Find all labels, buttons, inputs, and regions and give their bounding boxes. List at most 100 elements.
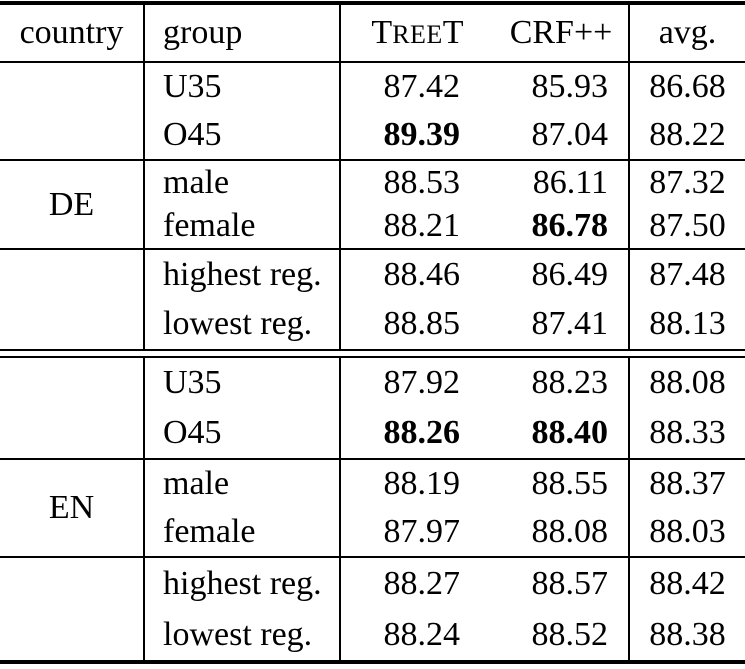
avg-value: 86.68 bbox=[649, 68, 726, 105]
cell-avg: 88.22 bbox=[628, 111, 745, 159]
group-label: female bbox=[163, 207, 256, 245]
cell-crf: 88.40 bbox=[494, 408, 628, 458]
country-label: EN bbox=[48, 489, 95, 526]
cell-crf: 88.08 bbox=[494, 508, 628, 556]
cell-avg: 86.68 bbox=[628, 63, 745, 111]
cell-treet: 87.97 bbox=[341, 508, 494, 556]
crf-value: 85.93 bbox=[531, 68, 609, 105]
header-country: country bbox=[0, 5, 145, 61]
double-rule-bottom bbox=[0, 356, 745, 358]
country-cell-de: DE bbox=[0, 161, 145, 248]
avg-value: 87.32 bbox=[649, 163, 726, 201]
avg-value: 88.03 bbox=[649, 513, 726, 550]
header-treet: TREET bbox=[341, 5, 494, 61]
treet-value: 88.27 bbox=[383, 564, 461, 602]
cell-treet: 88.46 bbox=[341, 250, 494, 300]
avg-value: 88.37 bbox=[649, 465, 726, 502]
country-cell-empty bbox=[0, 250, 145, 349]
cell-group: male bbox=[145, 161, 341, 205]
cell-group: female bbox=[145, 204, 341, 248]
cell-avg: 88.13 bbox=[628, 299, 745, 349]
cell-crf: 85.93 bbox=[494, 63, 628, 111]
mid-rule bbox=[0, 556, 745, 558]
cell-treet: 88.24 bbox=[341, 609, 494, 660]
header-avg-label: avg. bbox=[658, 14, 717, 51]
cell-avg: 87.50 bbox=[628, 204, 745, 248]
cell-crf: 86.78 bbox=[494, 205, 628, 249]
cell-treet: 88.53 bbox=[341, 161, 494, 205]
cell-treet: 88.26 bbox=[341, 408, 494, 458]
cell-group: U35 bbox=[145, 358, 341, 408]
avg-value: 88.22 bbox=[649, 116, 726, 153]
group-label: lowest reg. bbox=[163, 305, 313, 343]
crf-value: 87.04 bbox=[531, 116, 609, 153]
cell-group: lowest reg. bbox=[145, 609, 341, 660]
mid-rule bbox=[0, 458, 745, 460]
crf-value: 86.49 bbox=[531, 255, 609, 293]
group-label: female bbox=[163, 513, 256, 550]
header-crf: CRF++ bbox=[494, 5, 628, 61]
header-rule bbox=[0, 61, 745, 63]
cell-treet: 87.42 bbox=[341, 63, 494, 111]
header-country-label: country bbox=[19, 14, 124, 51]
treet-value: 87.97 bbox=[383, 513, 461, 550]
cell-avg: 88.33 bbox=[628, 408, 745, 458]
avg-value: 87.50 bbox=[649, 207, 726, 245]
avg-value: 88.08 bbox=[649, 364, 726, 401]
cell-group: male bbox=[145, 460, 341, 508]
country-cell-empty bbox=[0, 358, 145, 458]
table-header-row: country group TREET CRF++ avg. bbox=[0, 5, 745, 61]
cell-treet: 89.39 bbox=[341, 111, 494, 159]
crf-value: 88.23 bbox=[531, 364, 609, 401]
treet-value: 89.39 bbox=[383, 116, 461, 153]
table-block-de-age: U35 87.42 85.93 86.68 O45 89.39 87.04 88… bbox=[0, 63, 745, 159]
cell-treet: 88.27 bbox=[341, 558, 494, 609]
cell-treet: 88.21 bbox=[341, 205, 494, 249]
cell-crf: 88.55 bbox=[494, 460, 628, 508]
cell-group: lowest reg. bbox=[145, 299, 341, 349]
cell-crf: 87.04 bbox=[494, 111, 628, 159]
crf-value: 88.55 bbox=[531, 465, 609, 502]
mid-rule bbox=[0, 248, 745, 250]
cell-crf: 88.23 bbox=[494, 358, 628, 408]
treet-value: 87.42 bbox=[383, 68, 461, 105]
cell-avg: 87.48 bbox=[628, 250, 745, 300]
group-label: highest reg. bbox=[163, 564, 322, 602]
table-block-de-gender: DE male 88.53 86.11 87.32 female 88.21 8… bbox=[0, 161, 745, 248]
group-label: highest reg. bbox=[163, 255, 322, 293]
cell-crf: 88.52 bbox=[494, 609, 628, 660]
country-cell-en: EN bbox=[0, 460, 145, 556]
cell-crf: 86.49 bbox=[494, 250, 628, 300]
country-cell-empty bbox=[0, 558, 145, 660]
crf-value: 86.78 bbox=[531, 207, 609, 245]
crf-value: 88.40 bbox=[531, 414, 609, 451]
group-label: male bbox=[163, 163, 230, 201]
crf-value: 88.08 bbox=[531, 513, 609, 550]
treet-value: 87.92 bbox=[383, 364, 461, 401]
table-block-en-age: U35 87.92 88.23 88.08 O45 88.26 88.40 88… bbox=[0, 358, 745, 458]
header-group-label: group bbox=[163, 14, 243, 51]
cell-group: highest reg. bbox=[145, 558, 341, 609]
bottom-rule bbox=[0, 660, 745, 664]
cell-avg: 88.42 bbox=[628, 558, 745, 609]
treet-value: 88.53 bbox=[383, 163, 461, 201]
crf-value: 87.41 bbox=[531, 305, 609, 343]
group-label: U35 bbox=[163, 68, 222, 105]
table-block-en-gender: EN male 88.19 88.55 88.37 female 87.97 8… bbox=[0, 460, 745, 556]
treet-value: 88.21 bbox=[383, 207, 461, 245]
cell-group: U35 bbox=[145, 63, 341, 111]
avg-value: 88.38 bbox=[649, 615, 726, 653]
treet-value: 88.26 bbox=[383, 414, 461, 451]
crf-value: 88.57 bbox=[531, 564, 609, 602]
cell-group: highest reg. bbox=[145, 250, 341, 300]
double-rule-top bbox=[0, 349, 745, 351]
cell-group: O45 bbox=[145, 408, 341, 458]
header-group: group bbox=[145, 5, 341, 61]
top-rule bbox=[0, 1, 745, 5]
cell-crf: 86.11 bbox=[494, 161, 628, 205]
cell-treet: 87.92 bbox=[341, 358, 494, 408]
treet-value: 88.85 bbox=[383, 305, 461, 343]
table-block-de-region: highest reg. 88.46 86.49 87.48 lowest re… bbox=[0, 250, 745, 349]
cell-crf: 88.57 bbox=[494, 558, 628, 609]
header-crf-label: CRF++ bbox=[509, 14, 613, 51]
